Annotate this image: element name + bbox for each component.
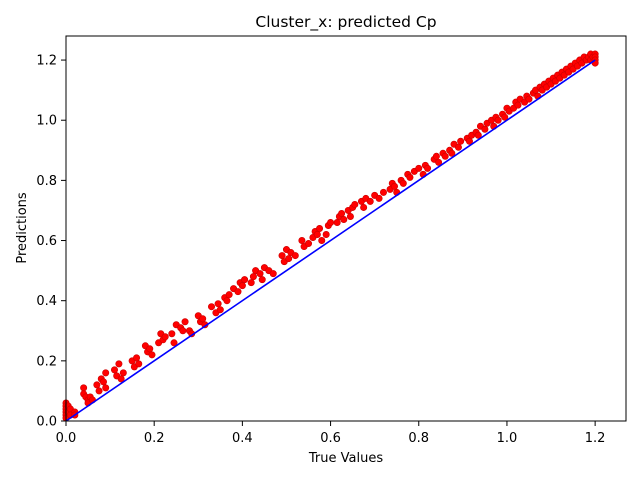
data-point <box>360 203 368 211</box>
data-point <box>298 237 306 245</box>
data-point <box>514 101 522 109</box>
data-point <box>119 369 127 377</box>
data-point <box>390 182 398 190</box>
data-point <box>366 197 374 205</box>
data-point <box>465 137 473 145</box>
data-point <box>241 276 249 284</box>
data-point <box>249 273 257 281</box>
data-point <box>223 297 231 305</box>
x-tick-label: 0.0 <box>56 431 77 446</box>
data-point <box>474 131 482 139</box>
data-point <box>501 113 509 121</box>
y-tick-label: 0.0 <box>36 415 57 430</box>
y-tick-label: 0.2 <box>36 354 57 369</box>
data-point <box>494 116 502 124</box>
data-point <box>216 306 224 314</box>
data-point <box>225 291 233 299</box>
data-point <box>102 384 110 392</box>
y-tick-label: 0.6 <box>36 234 57 249</box>
data-point <box>448 149 456 157</box>
data-point <box>133 354 141 362</box>
data-point <box>170 339 178 347</box>
data-point <box>375 194 383 202</box>
data-point <box>327 218 335 226</box>
y-tick-label: 1.0 <box>36 114 57 129</box>
data-point <box>346 212 354 220</box>
data-point <box>214 300 222 308</box>
data-point <box>93 381 101 389</box>
data-point <box>256 270 264 278</box>
data-point <box>415 164 423 172</box>
y-axis-ticks: 0.0 0.2 0.4 0.6 0.8 1.0 1.2 <box>36 54 66 430</box>
data-point <box>340 215 348 223</box>
data-point <box>454 143 462 151</box>
data-point <box>338 209 346 217</box>
x-tick-label: 1.0 <box>497 431 518 446</box>
chart-title: Cluster_x: predicted Cp <box>255 13 436 32</box>
data-point <box>168 330 176 338</box>
data-point <box>258 276 266 284</box>
x-tick-label: 0.8 <box>408 431 429 446</box>
data-point <box>247 279 255 287</box>
data-point <box>285 255 293 263</box>
data-point <box>435 158 443 166</box>
x-tick-label: 0.6 <box>320 431 341 446</box>
scatter-points <box>62 50 599 422</box>
data-point <box>148 351 156 359</box>
data-point <box>424 164 432 172</box>
data-point <box>316 225 324 233</box>
data-point <box>525 95 533 103</box>
data-point <box>406 173 414 181</box>
data-point <box>457 137 465 145</box>
y-axis-label: Predictions <box>15 192 30 264</box>
data-point <box>80 384 88 392</box>
plot-frame <box>65 35 627 422</box>
y-tick-label: 0.8 <box>36 174 57 189</box>
x-tick-label: 0.4 <box>232 431 253 446</box>
data-point <box>181 318 189 326</box>
data-point <box>333 218 341 226</box>
data-point <box>291 252 299 260</box>
x-tick-label: 0.2 <box>144 431 165 446</box>
data-point <box>238 282 246 290</box>
data-point <box>313 231 321 239</box>
data-point <box>199 315 207 323</box>
data-point <box>441 152 449 160</box>
data-point <box>208 303 216 311</box>
data-point <box>481 125 489 133</box>
data-point <box>399 179 407 187</box>
data-point <box>269 270 277 278</box>
data-point <box>99 378 107 386</box>
data-point <box>95 387 103 395</box>
data-point <box>318 237 326 245</box>
data-point <box>161 333 169 341</box>
data-point <box>135 360 143 368</box>
data-point <box>351 200 359 208</box>
reference-line <box>65 59 596 422</box>
data-point <box>111 366 119 374</box>
data-point <box>102 369 110 377</box>
x-axis-ticks: 0.0 0.2 0.4 0.6 0.8 1.0 1.2 <box>56 421 606 446</box>
x-tick-label: 1.2 <box>585 431 606 446</box>
data-point <box>432 152 440 160</box>
data-point <box>146 345 154 353</box>
data-point <box>117 375 125 383</box>
data-point <box>179 327 187 335</box>
y-tick-label: 1.2 <box>36 54 57 69</box>
data-point <box>379 188 387 196</box>
data-point <box>322 231 330 239</box>
data-point <box>305 240 313 248</box>
data-point <box>115 360 123 368</box>
data-point <box>234 288 242 296</box>
y-tick-label: 0.4 <box>36 294 57 309</box>
x-axis-label: True Values <box>308 451 383 466</box>
data-point <box>278 252 286 260</box>
